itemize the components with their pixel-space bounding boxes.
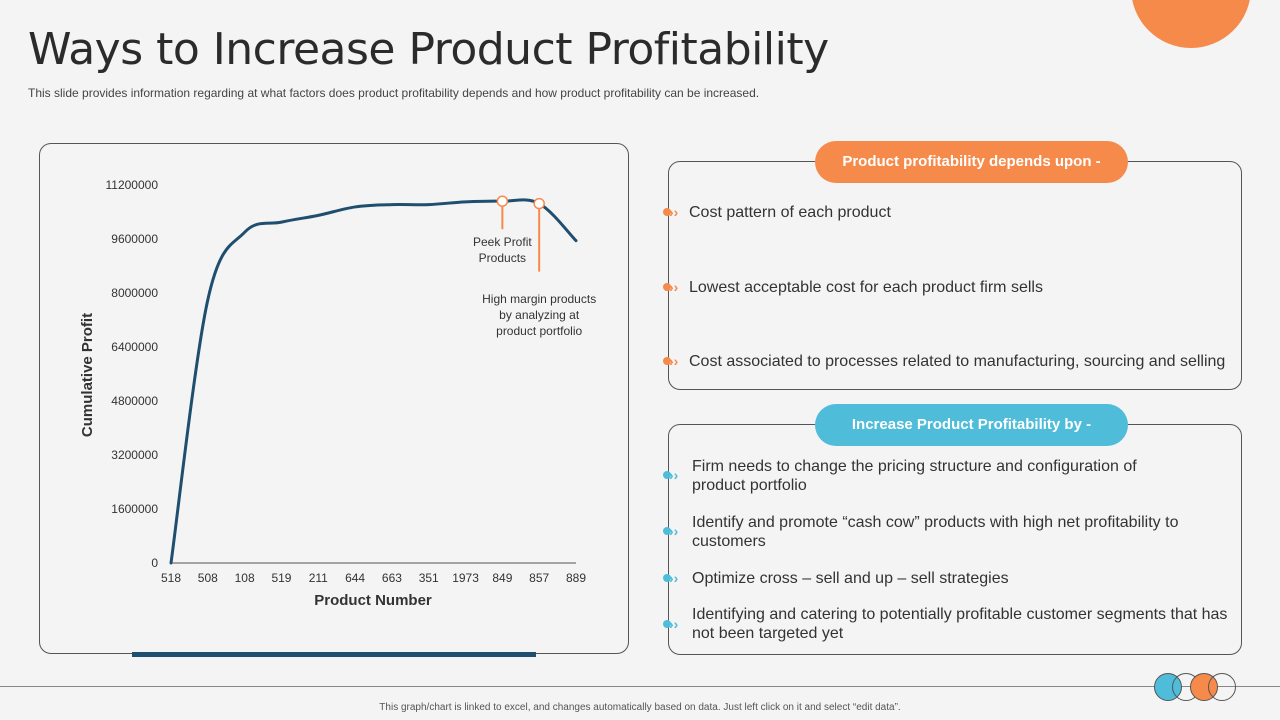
increase-item-2: Identify and promote “cash cow” products… [692,514,1179,550]
depends-item-3: Cost associated to processes related to … [689,353,1226,370]
decorative-circle-outline [1208,673,1236,701]
chart-frame[interactable] [39,143,629,654]
chevron-right-icon: ›› [663,353,689,369]
increase-item-3: Optimize cross – sell and up – sell stra… [692,570,1009,587]
decorative-orange-circle [1131,0,1251,48]
footer-divider [0,686,1280,687]
increase-heading-pill: Increase Product Profitability by - [815,404,1128,446]
chevron-right-icon: ›› [663,279,689,295]
increase-item-1: Firm needs to change the pricing structu… [692,458,1137,494]
footer-note: This graph/chart is linked to excel, and… [379,702,901,713]
page-subtitle: This slide provides information regardin… [28,86,760,100]
chevron-right-icon: ›› [663,570,689,586]
depends-heading-pill: Product profitability depends upon - [815,141,1128,183]
depends-item-1: Cost pattern of each product [689,204,891,221]
depends-item-2: Lowest acceptable cost for each product … [689,279,1043,296]
chevron-right-icon: ›› [663,204,689,220]
page-title: Ways to Increase Product Profitability [28,24,829,75]
chevron-right-icon: ›› [663,523,689,539]
chart-underline-bar [132,652,536,657]
chevron-right-icon: ›› [663,467,689,483]
increase-item-4: Identifying and catering to potentially … [692,606,1228,642]
chevron-right-icon: ›› [663,616,689,632]
